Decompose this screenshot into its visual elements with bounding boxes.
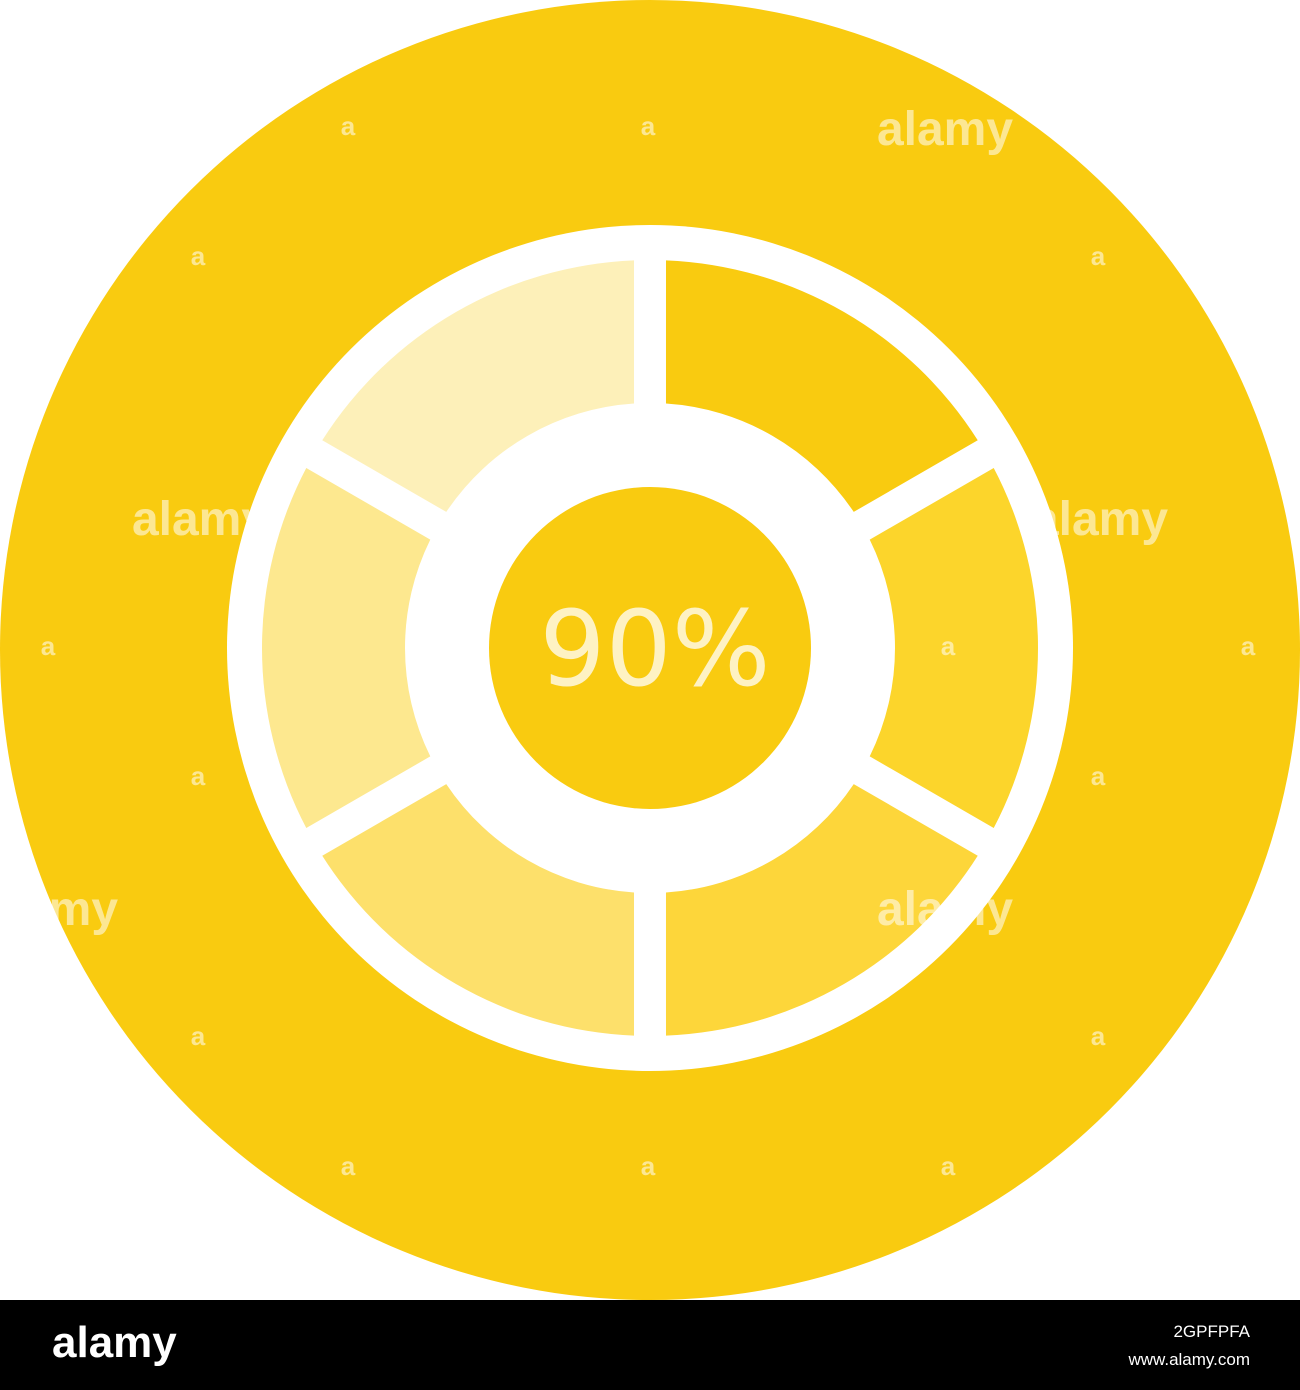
ring-segment — [869, 468, 1038, 828]
watermark-mark: a — [941, 1151, 956, 1181]
watermark-word: alamy — [1032, 493, 1168, 546]
image-id: 2GPFPFA — [1173, 1322, 1250, 1341]
ring-segment — [665, 784, 978, 1036]
watermark-mark: a — [641, 111, 656, 141]
watermark-word: alamy — [132, 493, 268, 546]
watermark-mark: a — [1091, 761, 1106, 791]
ring-segment — [261, 468, 431, 828]
center-disc — [489, 487, 811, 809]
watermarks: alamy alamy alamy alamy alamy a a a a a a a a a a a a a a — [0, 103, 1256, 1181]
footer-logo: alamy — [52, 1318, 177, 1367]
progress-label: 90% — [539, 588, 770, 710]
watermark-mark: a — [341, 111, 356, 141]
watermark-mark: a — [191, 241, 206, 271]
watermark-mark: a — [191, 761, 206, 791]
watermark-word: alamy — [877, 103, 1013, 156]
watermark-mark: a — [341, 1151, 356, 1181]
footer-bar — [0, 1300, 1300, 1390]
ring-segment — [322, 784, 635, 1036]
watermark-mark: a — [941, 631, 956, 661]
ring-segment — [322, 260, 635, 512]
watermark-mark: a — [191, 1021, 206, 1051]
watermark-word: alamy — [0, 883, 118, 936]
segments — [261, 260, 1038, 1036]
watermark-mark: a — [41, 631, 56, 661]
footer-url: www.alamy.com — [1127, 1350, 1250, 1369]
watermark-mark: a — [1091, 1021, 1106, 1051]
watermark-mark: a — [1241, 631, 1256, 661]
watermark-mark: a — [1091, 241, 1106, 271]
watermark-mark: a — [641, 1151, 656, 1181]
watermark-word: alamy — [877, 883, 1013, 936]
ring-segment — [665, 260, 978, 512]
